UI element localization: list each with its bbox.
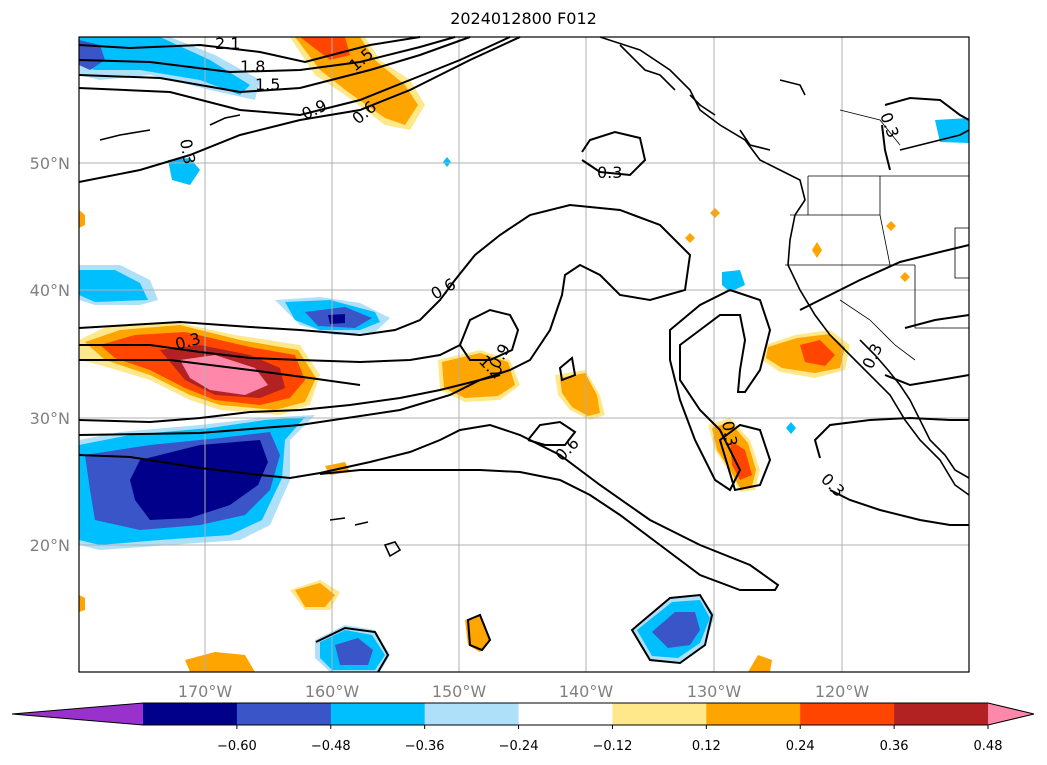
colorbar-tick-label: −0.36 [405,739,445,754]
lon-label-120w: 120°W [815,682,870,701]
map-frame [78,36,970,673]
colorbar-tick-label: 0.24 [786,739,815,754]
lat-label-40n: 40°N [30,281,70,300]
lat-label-30n: 30°N [30,409,70,428]
colorbar-segment [236,703,332,725]
colorbar-segment [894,703,989,725]
colorbar-extend-low [12,703,143,725]
colorbar-segment [330,703,426,725]
lon-label-140w: 140°W [559,682,614,701]
graticule [79,37,969,672]
colorbar-tick-label: −0.48 [311,739,351,754]
colorbar-tick-label: −0.12 [593,739,633,754]
lon-label-160w: 160°W [305,682,360,701]
colorbar-segment [800,703,895,725]
contour-label: 1.8 [240,57,265,76]
contour-lines [78,36,970,673]
colorbar-outline [11,702,1035,726]
colorbar-tick-label: −0.60 [217,739,257,754]
colorbar-tick-label: 0.12 [692,739,721,754]
contour-label: 0.3 [176,137,199,165]
lat-label-20n: 20°N [30,536,70,555]
contour-label: 2.1 [215,34,240,53]
colorbar-tick-label: 0.48 [974,739,1003,754]
colorbar-extend-high [988,703,1034,725]
contour-label: 1.5 [255,75,280,94]
colorbar-segment [143,703,238,725]
map-title: 2024012800 F012 [450,9,597,28]
colorbar: −0.60 −0.48 −0.36 −0.24 −0.12 0.12 0.24 0.36 0.4… [11,702,1035,754]
lon-label-170w: 170°W [178,682,233,701]
coastlines [99,36,970,558]
colorbar-tick-label: 0.36 [880,739,909,754]
colorbar-segment [424,703,520,725]
colorbar-segment [706,703,801,725]
latitude-labels: 50°N 40°N 30°N 20°N [30,154,70,555]
contour-label: 0.3 [597,163,622,182]
lon-label-150w: 150°W [432,682,487,701]
colorbar-tick-label: −0.24 [499,739,539,754]
colorbar-segment [612,703,707,725]
lat-label-50n: 50°N [30,154,70,173]
borders [785,109,970,361]
shaded-anomalies [79,37,969,672]
colorbar-segment [518,703,613,725]
lon-label-130w: 130°W [687,682,742,701]
longitude-labels: 170°W 160°W 150°W 140°W 130°W 120°W [178,682,870,701]
contour-label: 0.3 [718,419,741,447]
